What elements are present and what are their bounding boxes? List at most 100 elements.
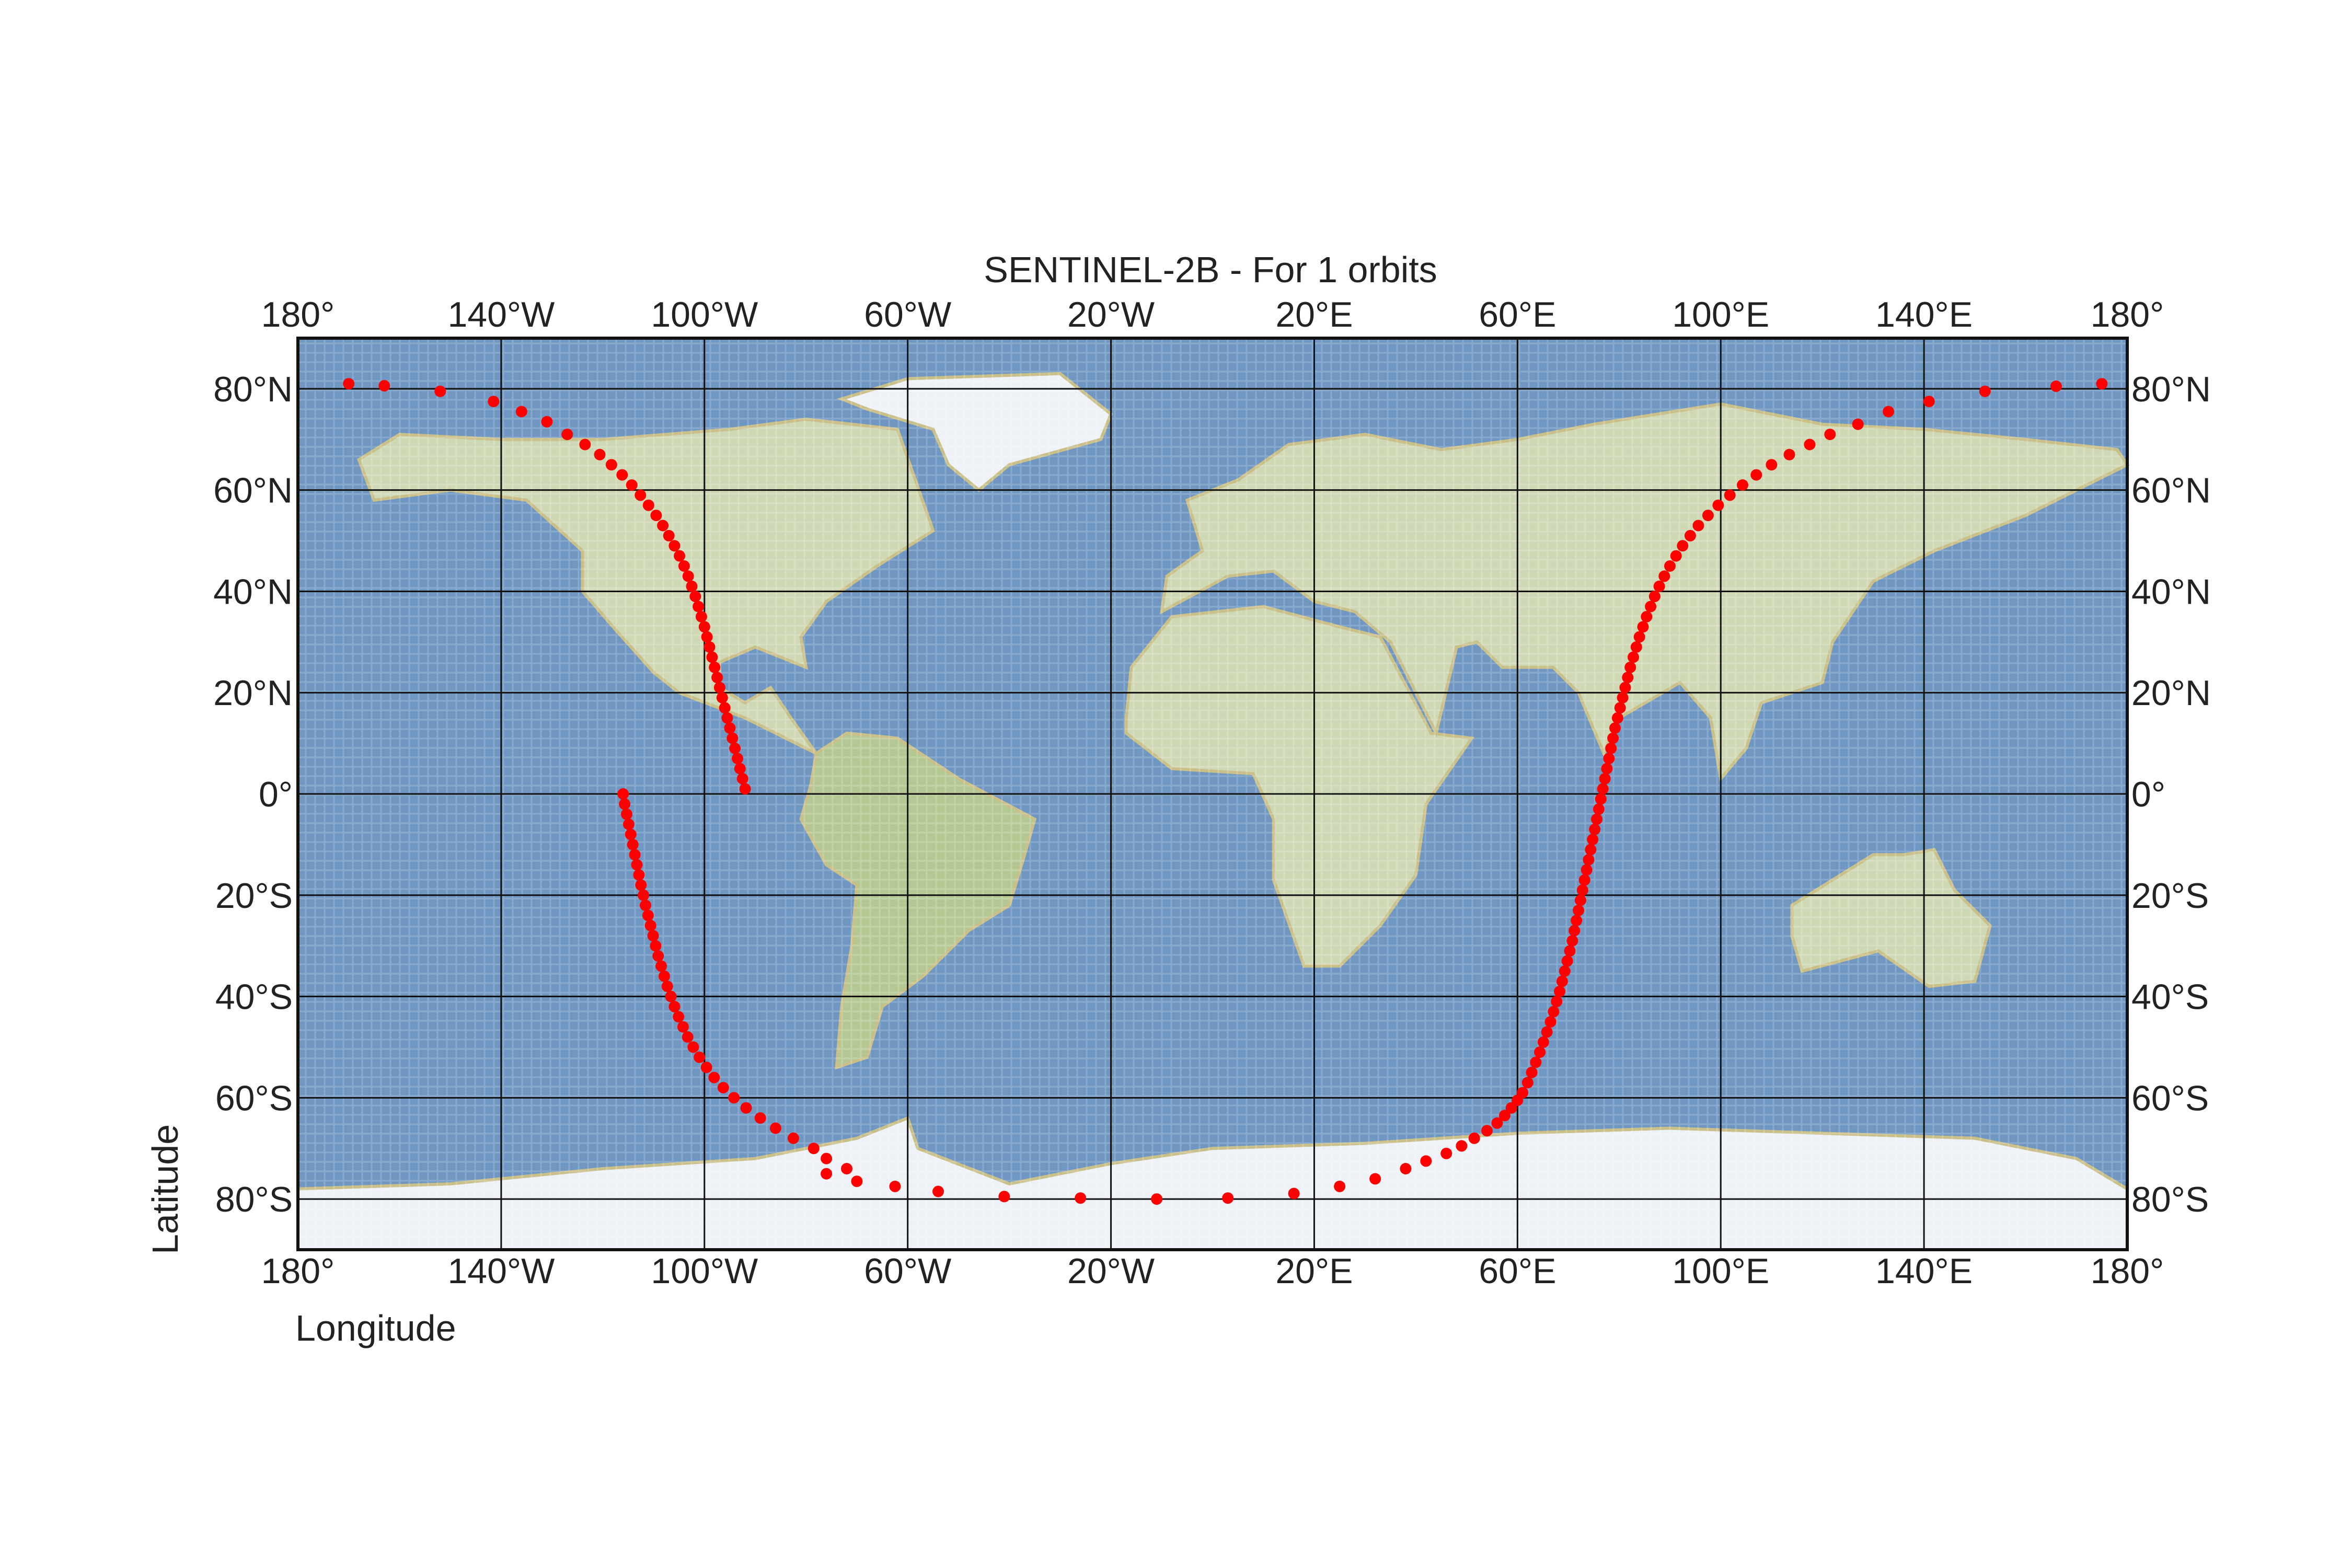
track-point bbox=[698, 621, 710, 633]
track-point bbox=[1481, 1125, 1493, 1137]
track-point bbox=[1603, 753, 1615, 765]
map-title: SENTINEL-2B - For 1 orbits bbox=[984, 249, 1437, 290]
y-tick-label-right: 40°N bbox=[2131, 572, 2211, 612]
track-point bbox=[617, 788, 629, 800]
y-ticks-right: 80°N 60°N 40°N 20°N 0° 20°S 40°S 60°S 80°S bbox=[2131, 370, 2211, 1219]
track-point bbox=[674, 550, 686, 562]
y-tick-label-left: 80°N bbox=[213, 370, 293, 409]
x-tick-label-bottom: 140°W bbox=[447, 1251, 555, 1291]
track-point bbox=[1334, 1180, 1346, 1192]
track-point bbox=[1537, 1036, 1549, 1048]
y-tick-label-right: 20°S bbox=[2131, 876, 2209, 916]
track-point bbox=[635, 489, 647, 501]
track-point bbox=[661, 981, 673, 993]
track-point bbox=[1750, 469, 1762, 481]
track-point bbox=[642, 499, 654, 511]
track-point bbox=[616, 469, 628, 481]
track-point bbox=[1591, 813, 1602, 825]
track-point bbox=[1574, 894, 1586, 906]
track-point bbox=[640, 900, 651, 912]
track-point bbox=[821, 1152, 833, 1165]
y-tick-label-right: 80°N bbox=[2131, 370, 2211, 409]
track-point bbox=[687, 1041, 699, 1053]
track-point bbox=[1601, 763, 1613, 775]
track-point bbox=[1607, 732, 1619, 744]
track-point bbox=[1624, 661, 1636, 673]
track-point bbox=[1468, 1132, 1480, 1144]
track-point bbox=[1369, 1173, 1381, 1185]
track-point bbox=[682, 570, 694, 582]
y-tick-label-right: 0° bbox=[2131, 775, 2165, 814]
track-point bbox=[1633, 631, 1645, 643]
track-point bbox=[668, 1000, 681, 1012]
track-point bbox=[633, 869, 645, 881]
track-point bbox=[728, 1092, 740, 1104]
track-point bbox=[1561, 955, 1573, 967]
track-point bbox=[515, 406, 527, 418]
x-axis-label: Longitude bbox=[295, 1308, 456, 1348]
x-tick-label-top: 20°E bbox=[1275, 295, 1353, 335]
y-tick-label-right: 40°S bbox=[2131, 977, 2209, 1017]
track-point bbox=[626, 479, 638, 491]
track-point bbox=[579, 439, 591, 451]
track-point bbox=[1530, 1056, 1542, 1068]
track-point bbox=[1573, 904, 1584, 916]
track-point bbox=[1578, 874, 1590, 886]
x-tick-label-top: 20°W bbox=[1067, 295, 1155, 335]
y-tick-label-right: 60°N bbox=[2131, 471, 2211, 511]
track-point bbox=[655, 960, 667, 972]
track-point bbox=[706, 651, 718, 663]
y-axis-label: Latitude bbox=[145, 1124, 186, 1254]
track-point bbox=[665, 990, 677, 1002]
track-point bbox=[1541, 1026, 1553, 1038]
x-tick-label-bottom: 100°W bbox=[651, 1251, 758, 1291]
track-point bbox=[1151, 1193, 1163, 1205]
track-point bbox=[619, 798, 631, 810]
y-tick-label-left: 40°S bbox=[215, 977, 293, 1017]
track-point bbox=[851, 1175, 863, 1187]
track-point bbox=[701, 631, 713, 643]
y-tick-label-left: 80°S bbox=[215, 1180, 293, 1219]
track-point bbox=[1783, 448, 1795, 460]
ground-track bbox=[343, 378, 2108, 1205]
x-tick-label-bottom: 60°E bbox=[1479, 1251, 1556, 1291]
x-tick-label-bottom: 140°E bbox=[1875, 1251, 1973, 1291]
track-point bbox=[1630, 641, 1642, 653]
track-point bbox=[732, 753, 743, 765]
track-point bbox=[808, 1143, 820, 1155]
track-point bbox=[2050, 381, 2062, 392]
x-tick-label-top: 140°W bbox=[447, 295, 555, 335]
track-point bbox=[704, 641, 716, 653]
track-point bbox=[1677, 540, 1689, 552]
x-tick-label-top: 180° bbox=[261, 295, 335, 335]
y-tick-label-left: 60°N bbox=[213, 471, 293, 511]
track-point bbox=[1499, 1110, 1511, 1122]
track-point bbox=[561, 429, 573, 441]
track-point bbox=[644, 919, 656, 931]
track-point bbox=[729, 742, 741, 754]
track-point bbox=[1517, 1087, 1529, 1099]
track-point bbox=[1548, 1006, 1560, 1018]
track-point bbox=[1628, 651, 1639, 663]
track-point bbox=[1648, 591, 1661, 603]
x-tick-label-bottom: 20°E bbox=[1275, 1251, 1353, 1291]
y-ticks-left: 80°N 60°N 40°N 20°N 0° 20°S 40°S 60°S 80°S bbox=[213, 370, 293, 1219]
track-point bbox=[708, 1071, 720, 1083]
track-point bbox=[821, 1168, 833, 1180]
track-point bbox=[622, 818, 635, 831]
track-point bbox=[1544, 1016, 1557, 1028]
track-point bbox=[657, 520, 669, 532]
map-area bbox=[296, 337, 2130, 1251]
track-point bbox=[678, 560, 690, 572]
track-point bbox=[1559, 965, 1571, 977]
y-tick-label-right: 20°N bbox=[2131, 673, 2211, 713]
y-tick-label-left: 60°S bbox=[215, 1078, 293, 1118]
track-point bbox=[652, 950, 664, 962]
track-point bbox=[1611, 712, 1623, 724]
track-point bbox=[1593, 803, 1605, 815]
track-point bbox=[1456, 1140, 1468, 1152]
track-point bbox=[1440, 1147, 1452, 1159]
track-point bbox=[1222, 1192, 1234, 1204]
x-tick-label-top: 100°E bbox=[1672, 295, 1769, 335]
